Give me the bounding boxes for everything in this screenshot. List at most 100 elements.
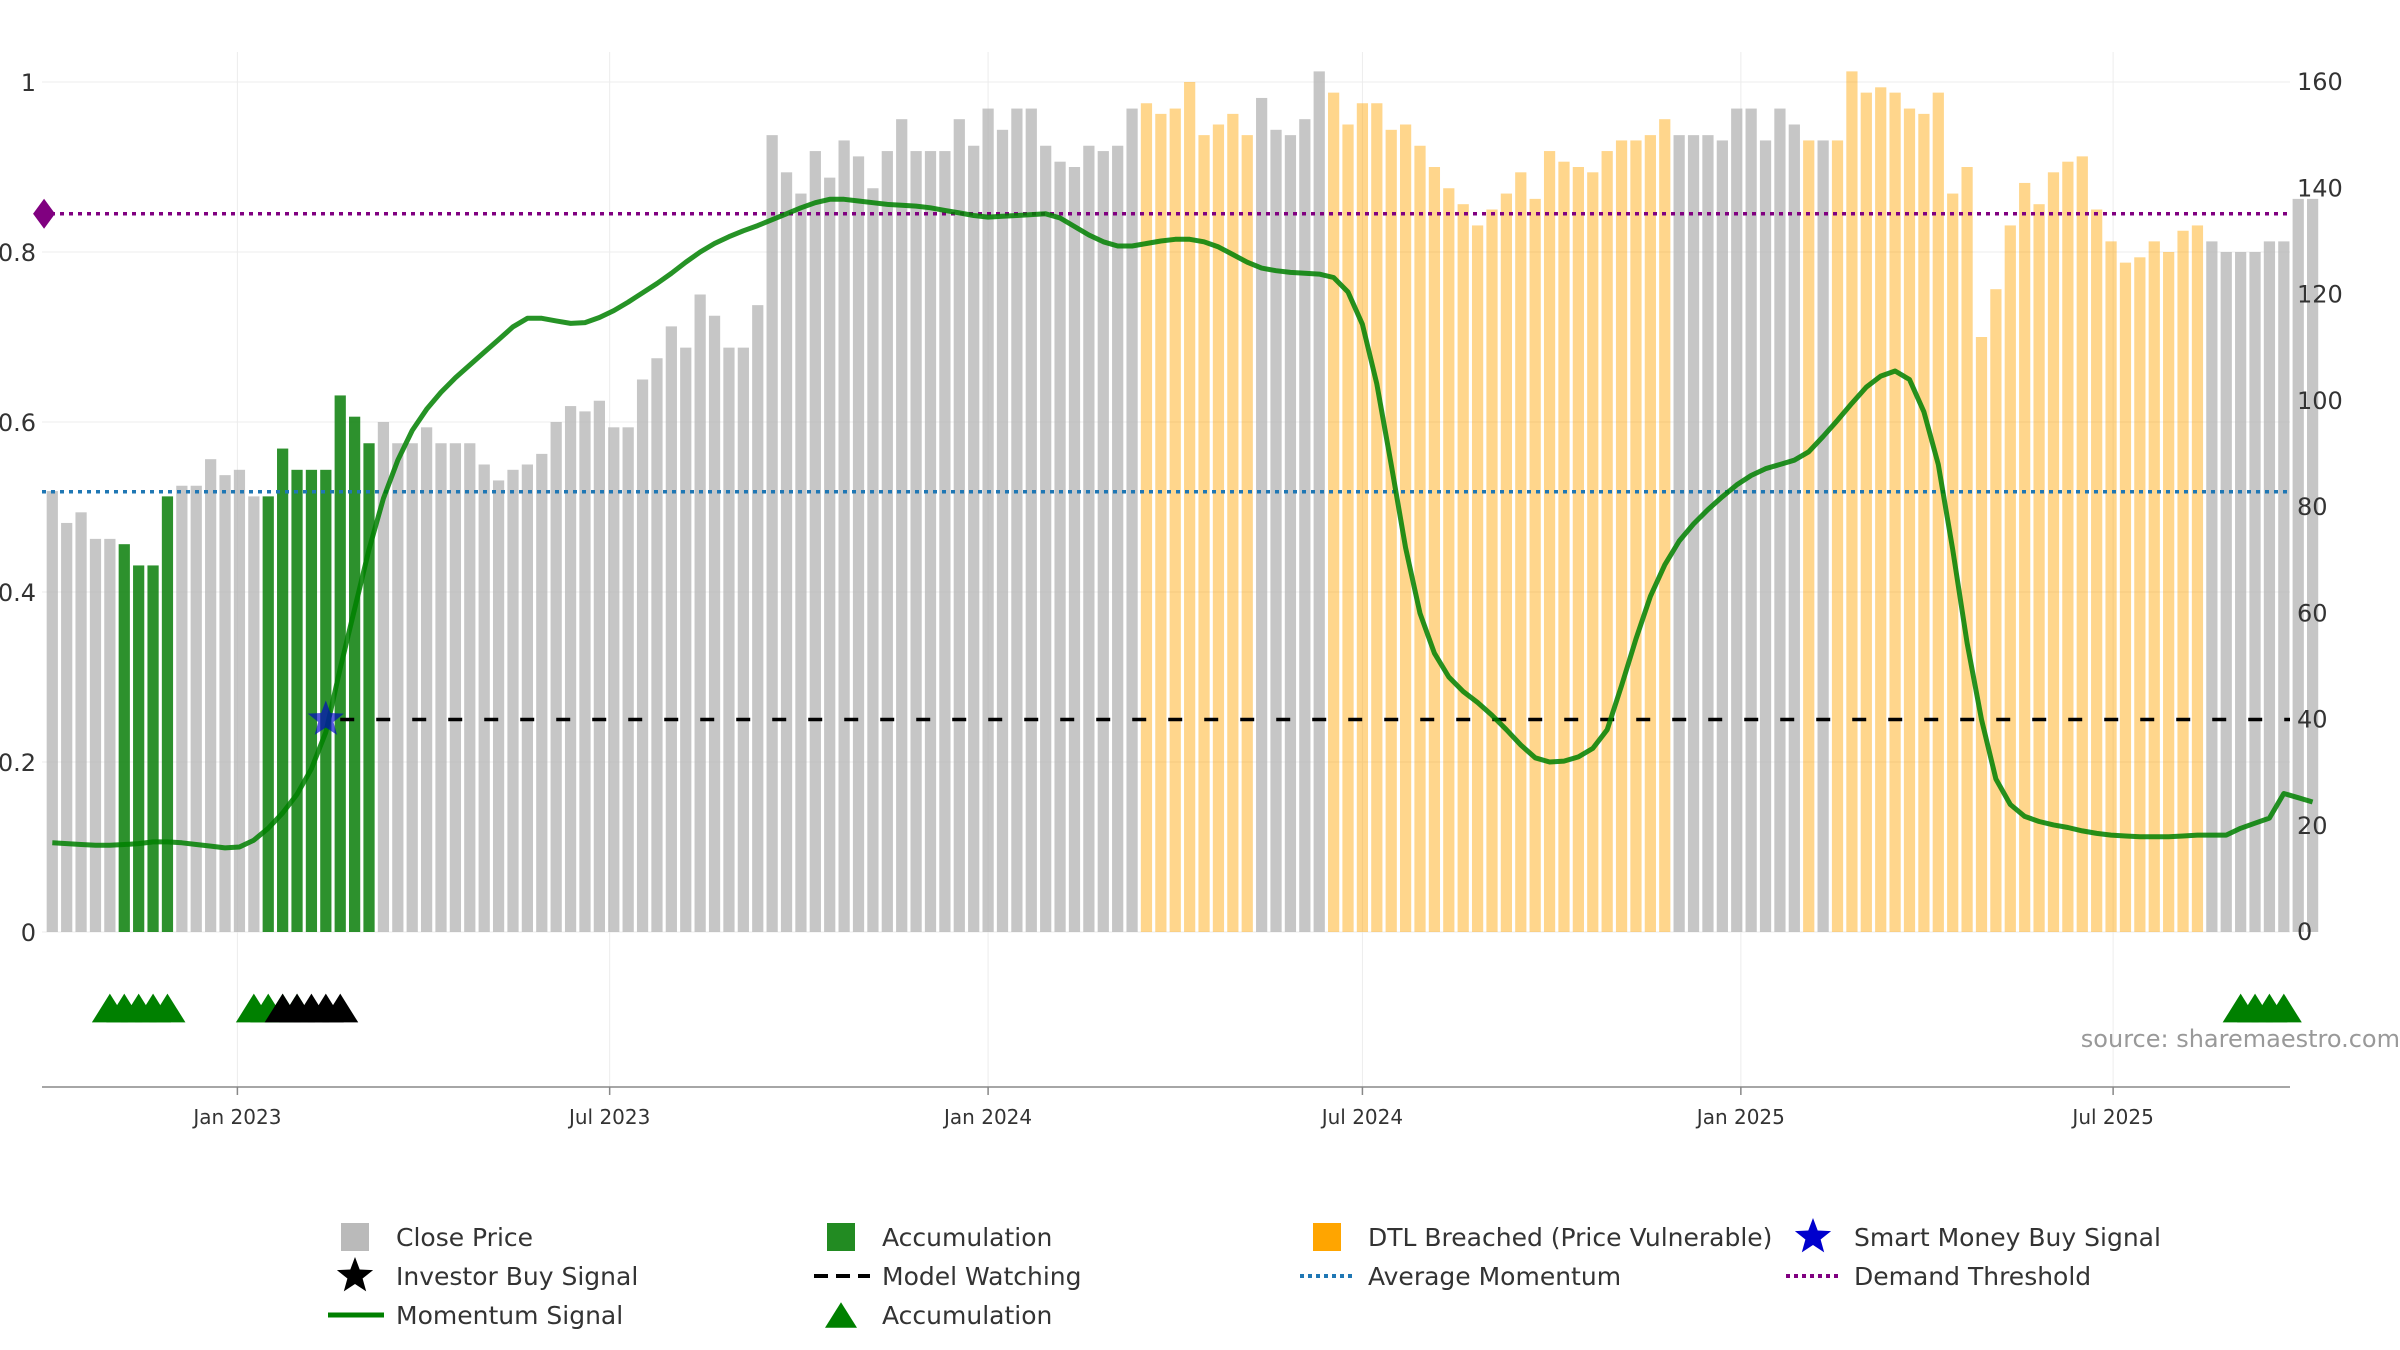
close-price-bar	[2263, 241, 2276, 932]
accumulation-bar	[262, 496, 274, 932]
close-price-bar	[1054, 161, 1066, 932]
dtl-breached-bar	[2191, 225, 2204, 932]
close-price-bar	[996, 129, 1009, 932]
dtl-breached-bar	[1227, 113, 1239, 932]
signal-markers	[33, 198, 2302, 1023]
close-price-bar	[838, 140, 850, 932]
right-axis-tick-label: 160	[2297, 68, 2343, 96]
dtl-breached-bar	[1543, 151, 1556, 932]
demand-threshold-marker	[33, 198, 56, 229]
accumulation-bar	[291, 469, 303, 932]
dtl-breached-bar	[2134, 257, 2146, 932]
dtl-breached-bar	[1414, 145, 1426, 932]
dtl-breached-bar	[1572, 167, 1584, 932]
close-price-bar	[968, 145, 980, 932]
close-price-bar	[205, 459, 217, 932]
close-price-bar	[1284, 135, 1297, 932]
close-price-bar	[435, 443, 447, 932]
close-price-bar	[2206, 241, 2218, 932]
dtl-breached-bar	[1155, 113, 1167, 932]
legend-item: Momentum Signal	[328, 1301, 623, 1330]
close-price-bar	[89, 538, 102, 932]
close-price-bar	[622, 427, 634, 932]
dtl-breached-bar	[1328, 92, 1340, 932]
dtl-breached-bar	[1529, 198, 1541, 932]
close-price-bar	[248, 496, 260, 932]
close-price-bar	[982, 108, 994, 932]
close-price-bar	[795, 193, 807, 932]
dtl-breached-bar	[1903, 108, 1916, 932]
close-price-bar	[752, 305, 764, 932]
close-price-bar	[2249, 252, 2261, 932]
dtl-breached-bar	[1860, 92, 1872, 932]
close-price-bar	[449, 443, 462, 932]
close-price-bar	[61, 522, 73, 932]
dtl-breached-bar	[2119, 262, 2132, 932]
legend-label: Close Price	[396, 1223, 533, 1252]
dtl-breached-bar	[2091, 209, 2103, 932]
x-axis-tick-label: Jan 2025	[1695, 1105, 1785, 1129]
close-price-bar	[1112, 145, 1124, 932]
close-price-bar	[924, 151, 937, 932]
dtl-breached-bar	[1198, 135, 1210, 932]
legend-item: Investor Buy Signal	[336, 1257, 638, 1292]
legend-swatch	[827, 1223, 855, 1251]
accumulation-bar	[147, 565, 159, 932]
close-price-bar	[464, 443, 476, 932]
close-price-bar	[1731, 108, 1743, 932]
close-price-bar	[896, 119, 908, 932]
dtl-breached-bar	[2019, 182, 2031, 932]
right-axis-tick-label: 100	[2297, 387, 2343, 415]
legend-label: Smart Money Buy Signal	[1854, 1223, 2161, 1252]
legend-label: Investor Buy Signal	[396, 1262, 638, 1291]
close-price-bar	[1126, 108, 1138, 932]
dtl-breached-bar	[1601, 151, 1613, 932]
dtl-breached-bar	[2177, 230, 2189, 932]
dtl-breached-bar	[1140, 103, 1153, 932]
dtl-breached-bar	[1471, 225, 1484, 932]
close-price-bar	[708, 315, 721, 932]
dtl-breached-bar	[1486, 209, 1498, 932]
legend-label: Model Watching	[882, 1262, 1082, 1291]
legend-label: Demand Threshold	[1854, 1262, 2091, 1291]
dtl-breached-bar	[1342, 124, 1354, 932]
axes: 0 0.2 0.4 0.6 0.8 1 0 20 40 60 80 100 120 140 160 Jan 2…	[0, 68, 2343, 1129]
accumulation-triangle	[149, 993, 186, 1023]
accumulation-bar	[305, 469, 318, 932]
legend-label: DTL Breached (Price Vulnerable)	[1368, 1223, 1772, 1252]
close-price-bar	[766, 135, 778, 932]
dtl-breached-bar	[2076, 156, 2088, 932]
close-price-bar	[420, 427, 433, 932]
left-axis-tick-label: 0	[21, 919, 36, 947]
x-axis-tick-label: Jul 2025	[2070, 1105, 2153, 1129]
x-axis-tick-label: Jan 2024	[942, 1105, 1032, 1129]
legend-label: Momentum Signal	[396, 1301, 623, 1330]
dtl-breached-bar	[2163, 252, 2175, 932]
legend-star-swatch	[1794, 1218, 1832, 1253]
close-price-bar	[46, 491, 58, 932]
close-price-bar	[521, 464, 534, 932]
dtl-breached-bar	[2062, 161, 2074, 932]
close-price-bar	[564, 406, 577, 932]
close-price-bar	[636, 379, 649, 932]
legend-triangle-swatch	[825, 1302, 857, 1328]
close-price-bar	[176, 485, 188, 932]
right-axis-tick-label: 60	[2297, 599, 2328, 627]
legend-item: Accumulation	[825, 1301, 1052, 1330]
close-price-bar	[939, 151, 951, 932]
legend-item: Smart Money Buy Signal	[1794, 1218, 2161, 1253]
close-price-bar	[723, 347, 735, 932]
close-price-bar	[104, 538, 116, 932]
close-price-bar	[377, 422, 390, 932]
dtl-breached-bar	[1644, 135, 1656, 932]
dtl-breached-bar	[1918, 113, 1930, 932]
accumulation-bar	[349, 416, 361, 932]
legend-item: Close Price	[341, 1223, 533, 1252]
close-price-bar	[219, 475, 231, 932]
dtl-breached-bar	[1241, 135, 1253, 932]
dtl-breached-bar	[1803, 140, 1815, 932]
close-price-bar	[1774, 108, 1786, 932]
legend-swatch	[341, 1223, 369, 1251]
left-axis-tick-label: 0.6	[0, 409, 36, 437]
close-price-bar	[2278, 241, 2290, 932]
